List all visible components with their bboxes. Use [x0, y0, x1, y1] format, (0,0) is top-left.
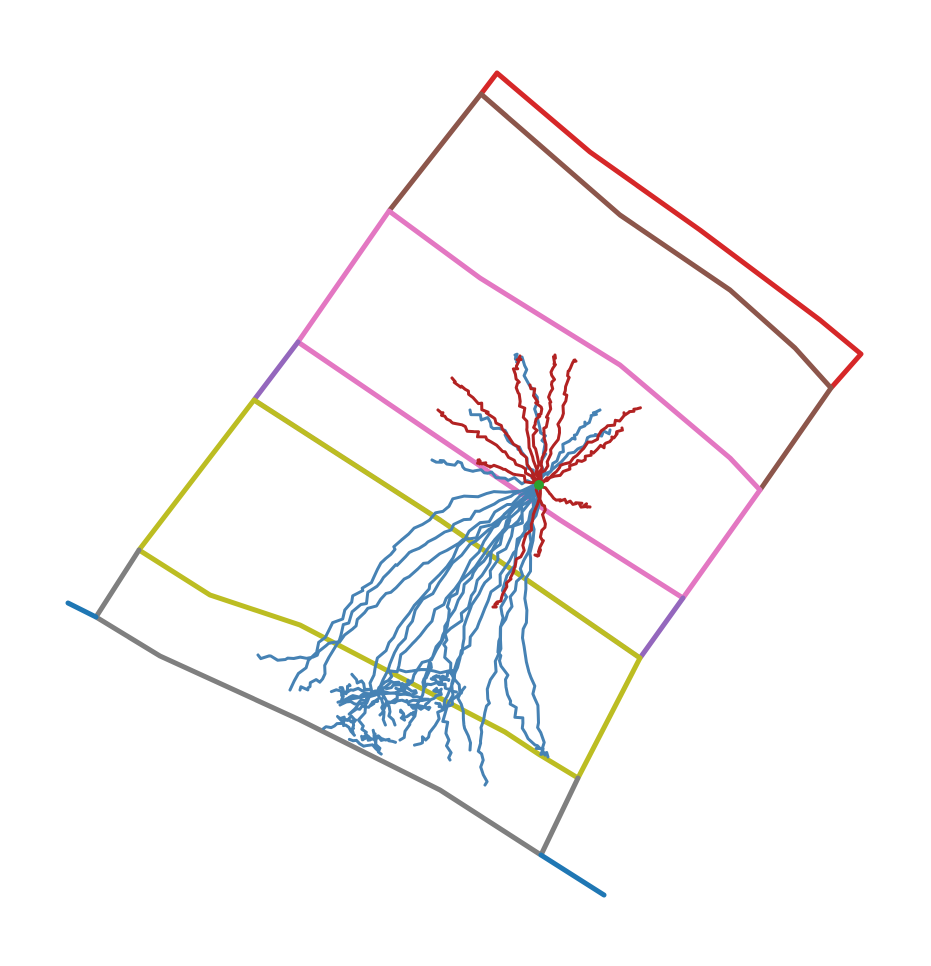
dendrite-branch — [436, 408, 540, 487]
axon-branch — [338, 485, 544, 707]
layer-6-boundary — [136, 397, 643, 781]
axon-branch — [521, 480, 547, 757]
soma-marker — [534, 480, 544, 490]
axon-branch — [298, 483, 539, 692]
axon-branch — [442, 482, 541, 752]
dendrite-branch — [533, 484, 547, 558]
dendrite-branch — [491, 481, 542, 609]
axon-tuft — [429, 674, 458, 694]
axon-branch — [357, 482, 542, 742]
axon-tuft — [347, 681, 392, 716]
axon-branch — [413, 485, 540, 747]
axon-tuft — [322, 714, 357, 735]
axon-tuft — [398, 668, 456, 681]
axon-tuft — [374, 734, 397, 756]
axon-tuft — [405, 698, 432, 711]
white-matter-line-right — [538, 852, 607, 898]
dendrite-branch — [476, 458, 543, 486]
axon-branch — [288, 486, 540, 692]
axon-branch — [430, 458, 542, 486]
axon-tuft — [360, 734, 385, 742]
axon-tuft — [423, 686, 443, 707]
layer-2-3-boundary — [386, 91, 834, 493]
dendrite-branch — [537, 426, 624, 487]
dendrite-branch — [538, 482, 592, 509]
pia-boundary-line — [478, 70, 864, 391]
axon-branch — [476, 483, 543, 787]
axon-tuft — [375, 678, 412, 694]
axon-tuft — [338, 683, 352, 701]
layer-boundaries — [65, 70, 864, 898]
axon-arbor — [256, 352, 612, 787]
layer-4-boundary — [295, 208, 763, 601]
dendrite-branch — [538, 358, 578, 486]
axon-branch — [538, 408, 602, 488]
white-matter-line — [65, 600, 99, 620]
dendrite-arbor — [436, 353, 642, 609]
dendrite-branch — [536, 353, 557, 489]
dendrite-branch — [528, 383, 544, 487]
dendrite-branch — [511, 354, 540, 489]
axon-tuft — [399, 708, 415, 722]
axon-tuft — [386, 686, 430, 705]
dendrite-branch — [537, 406, 642, 486]
axon-branch — [468, 408, 543, 488]
axon-tuft — [329, 672, 372, 695]
dendrite-branch — [450, 376, 541, 488]
axon-branch — [537, 428, 612, 486]
axon-branch — [496, 483, 550, 759]
axon-tuft — [434, 685, 467, 710]
